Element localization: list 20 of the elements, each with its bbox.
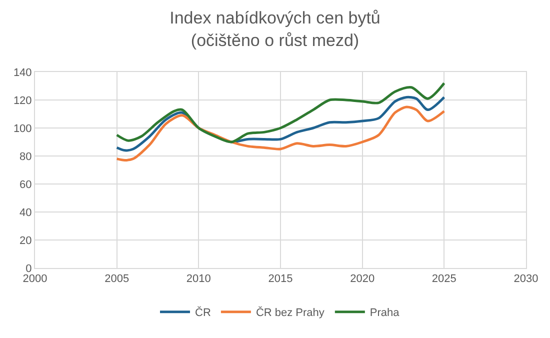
y-tick-label: 20	[20, 234, 32, 247]
x-tick-label: 2015	[268, 273, 293, 286]
y-tick-label: 60	[20, 178, 32, 191]
chart-title: Index nabídkových cen bytů (očištěno o růst mezd)	[170, 8, 380, 50]
y-tick-label: 100	[13, 122, 32, 135]
y-tick-label: 40	[20, 206, 32, 219]
legend-label: Praha	[370, 307, 400, 320]
legend-label: ČR bez Prahy	[256, 306, 325, 320]
y-tick-label: 140	[13, 66, 32, 79]
x-tick-label: 2000	[22, 273, 48, 286]
x-tick-label: 2010	[186, 273, 211, 286]
y-tick-label: 0	[26, 262, 32, 275]
line-series	[116, 82, 446, 144]
y-tick-label: 120	[13, 94, 32, 107]
x-tick-label: 2030	[514, 273, 538, 286]
legend-label: ČR	[195, 306, 211, 320]
y-tick-label: 80	[20, 150, 32, 163]
x-tick-label: 2025	[432, 273, 456, 286]
x-tick-label: 2020	[350, 273, 375, 286]
x-tick-label: 2005	[104, 273, 130, 286]
